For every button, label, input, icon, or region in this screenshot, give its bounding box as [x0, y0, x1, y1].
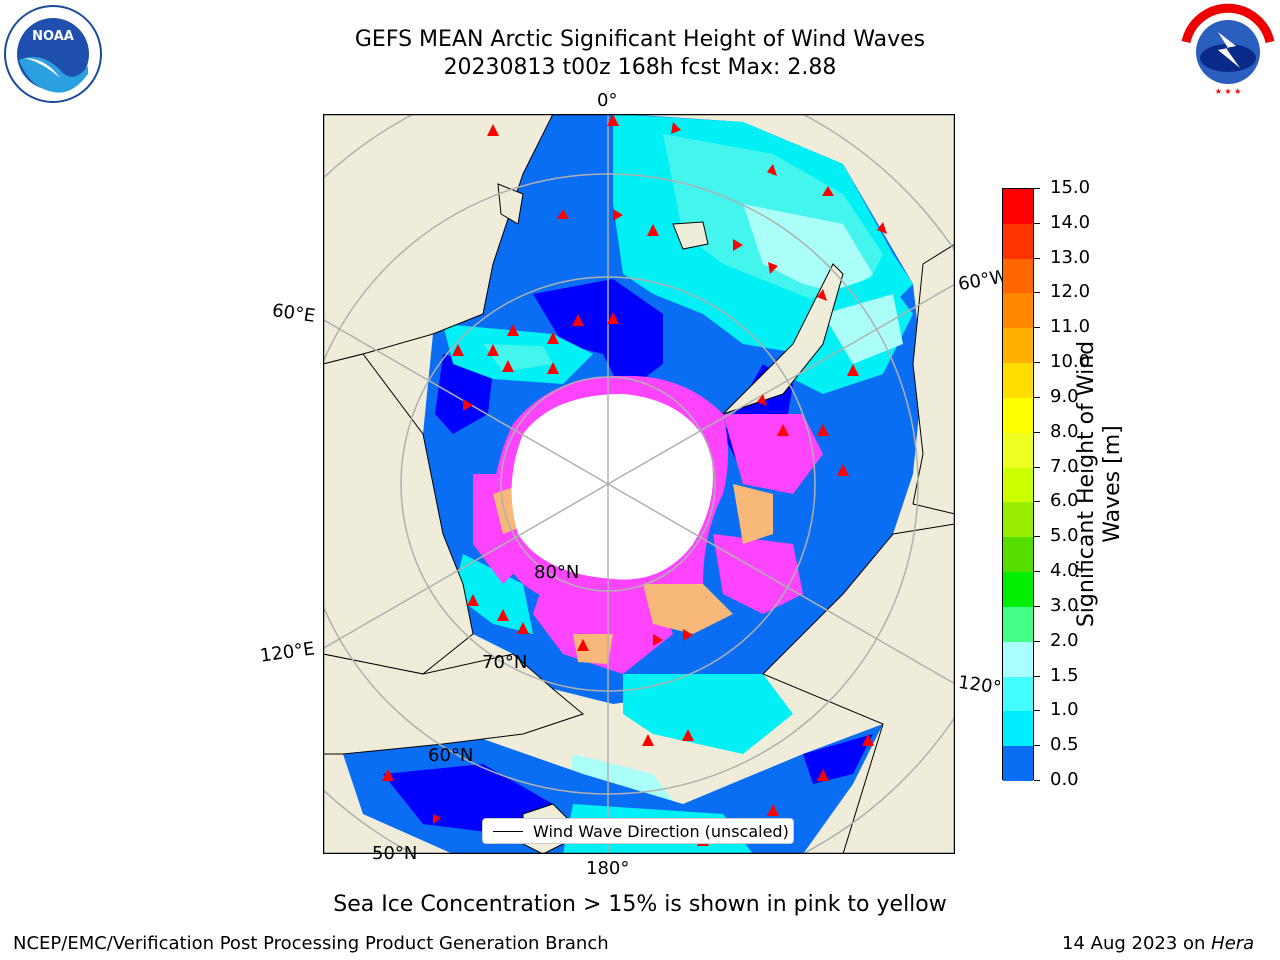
colorbar-tick-mark: [1034, 292, 1040, 294]
colorbar-tick-mark: [1034, 571, 1040, 573]
legend-label: Wind Wave Direction (unscaled): [533, 821, 789, 841]
colorbar-band: [1003, 258, 1033, 294]
colorbar-tick-mark: [1034, 536, 1040, 538]
colorbar-tick-label: 9.0: [1050, 385, 1079, 407]
lon-label-120e: 120°E: [258, 638, 316, 667]
colorbar-band: [1003, 189, 1033, 225]
lat-label-50: 50°N: [372, 843, 418, 864]
colorbar-tick-label: 1.0: [1050, 699, 1079, 721]
colorbar-tick-label: 2.0: [1050, 629, 1079, 651]
colorbar-tick-label: 1.5: [1050, 664, 1079, 686]
chart-subtitle: 20230813 t00z 168h fcst Max: 2.88: [443, 55, 837, 80]
colorbar-tick-mark: [1034, 327, 1040, 329]
colorbar-tick-label: 0.5: [1050, 734, 1079, 756]
colorbar-band: [1003, 711, 1033, 747]
colorbar-tick-label: 11.0: [1050, 316, 1091, 338]
colorbar-ticks: 15.0 14.0 13.0 12.0 11.0 10.0 9.0 8.0 7.0 6.0 5.0 4…: [1034, 178, 1094, 790]
colorbar-label: Significant Height of Wind Waves [m]: [1074, 340, 1125, 628]
colorbar-tick-label: 5.0: [1050, 525, 1079, 547]
colorbar-tick-mark: [1034, 222, 1040, 224]
colorbar-band: [1003, 432, 1033, 469]
lat-label-80: 80°N: [534, 562, 580, 583]
footer-right: 14 Aug 2023 on Hera: [1062, 933, 1254, 954]
colorbar-tick-mark: [1034, 362, 1040, 364]
colorbar-tick-mark: [1034, 675, 1040, 677]
colorbar-band: [1003, 641, 1033, 678]
legend-line: [493, 830, 523, 832]
colorbar-tick-label: 15.0: [1050, 177, 1091, 198]
colorbar-tick-label: 10.0: [1050, 351, 1091, 373]
footer-machine: Hera: [1211, 933, 1255, 954]
noaa-logo-text: NOAA: [32, 29, 74, 44]
colorbar: [1002, 188, 1034, 782]
chart-title: GEFS MEAN Arctic Significant Height of W…: [354, 27, 926, 52]
map-frame: [323, 114, 955, 854]
colorbar-band: [1003, 606, 1033, 643]
colorbar-tick-mark: [1034, 745, 1040, 747]
colorbar-band: [1003, 293, 1033, 329]
lon-label-0: 0°: [597, 90, 618, 111]
colorbar-band: [1003, 502, 1033, 538]
colorbar-band: [1003, 363, 1033, 399]
colorbar-tick-label: 0.0: [1050, 769, 1079, 790]
sea-ice-note: Sea Ice Concentration > 15% is shown in …: [333, 892, 947, 917]
lat-label-70: 70°N: [482, 652, 528, 673]
colorbar-tick-label: 6.0: [1050, 490, 1079, 512]
colorbar-tick-label: 13.0: [1050, 246, 1091, 268]
colorbar-band: [1003, 676, 1033, 712]
colorbar-band: [1003, 328, 1033, 364]
graticule: [323, 114, 955, 854]
colorbar-tick-mark: [1034, 257, 1040, 259]
polar-map: [323, 114, 955, 854]
colorbar-tick-mark: [1034, 710, 1040, 712]
noaa-logo: NOAA: [4, 5, 102, 103]
colorbar-band: [1003, 572, 1033, 608]
lon-label-180: 180°: [586, 858, 630, 879]
colorbar-tick-label: 3.0: [1050, 594, 1079, 616]
colorbar-band: [1003, 223, 1033, 260]
colorbar-tick-mark: [1034, 466, 1040, 468]
colorbar-band: [1003, 746, 1033, 782]
map-legend: Wind Wave Direction (unscaled): [482, 818, 794, 844]
footer-date: 14 Aug 2023 on: [1062, 933, 1212, 954]
colorbar-tick-mark: [1034, 501, 1040, 503]
footer-left: NCEP/EMC/Verification Post Processing Pr…: [13, 933, 609, 954]
colorbar-tick-mark: [1034, 431, 1040, 433]
colorbar-tick-mark: [1034, 188, 1040, 189]
colorbar-tick-label: 7.0: [1050, 455, 1079, 477]
colorbar-band: [1003, 467, 1033, 503]
colorbar-band: [1003, 537, 1033, 573]
colorbar-tick-mark: [1034, 780, 1040, 781]
colorbar-tick-mark: [1034, 640, 1040, 642]
svg-text:★ ★ ★: ★ ★ ★: [1215, 87, 1242, 96]
colorbar-tick-mark: [1034, 396, 1040, 398]
lat-label-60: 60°N: [428, 745, 474, 766]
landmasses: [323, 114, 955, 854]
colorbar-tick-label: 12.0: [1050, 281, 1091, 303]
colorbar-tick-label: 8.0: [1050, 420, 1079, 442]
colorbar-band: [1003, 397, 1033, 434]
colorbar-tick-label: 14.0: [1050, 211, 1091, 233]
lon-label-60e: 60°E: [270, 300, 317, 327]
colorbar-tick-label: 4.0: [1050, 560, 1079, 582]
colorbar-tick-mark: [1034, 605, 1040, 607]
nws-logo: ★ ★ ★: [1181, 3, 1275, 98]
